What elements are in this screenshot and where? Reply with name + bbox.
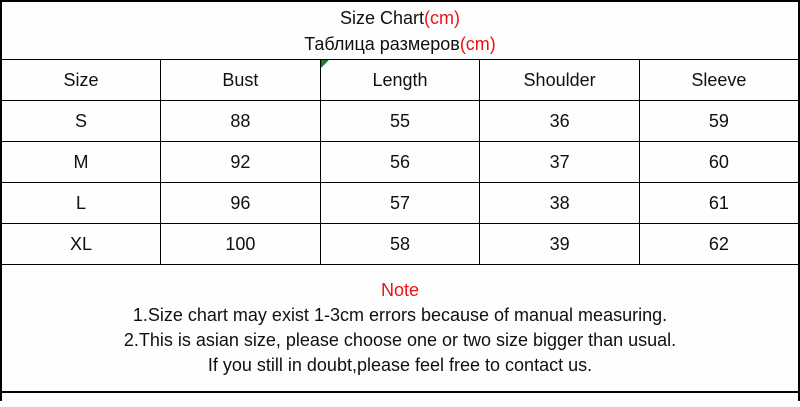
note-line-2: 2.This is asian size, please choose one … [123,330,677,350]
sleeve-cell: 61 [638,182,800,224]
bust-cell: 100 [160,223,321,265]
cell-corner-marker-icon [321,60,329,68]
chart-subtitle-text: Таблица размеров [304,33,460,54]
length-cell: 57 [319,182,481,224]
note-heading: Note [380,280,420,300]
note-row: Note 1.Size chart may exist 1-3cm errors… [0,264,800,393]
header-cell-length-label: Length [372,69,428,90]
chart-title-unit: (cm) [424,7,461,28]
sleeve-cell: 59 [638,100,800,142]
shoulder-cell: 36 [479,100,640,142]
shoulder-cell: 37 [479,141,640,183]
bust-cell: 92 [160,141,321,183]
note-line-1: 1.Size chart may exist 1-3cm errors beca… [132,305,668,325]
size-chart-table: Size Chart(cm) Таблица размеров(cm) Size… [0,0,800,393]
header-cell-length: Length [319,59,481,101]
length-cell: 56 [319,141,481,183]
table-row-s: S 88 55 36 59 [0,100,800,142]
length-cell: 55 [319,100,481,142]
length-cell: 58 [319,223,481,265]
cropped-next-row-strip [0,393,800,401]
shoulder-cell: 39 [479,223,640,265]
table-row-l: L 96 57 38 61 [0,182,800,224]
size-cell: L [0,182,162,224]
bust-cell: 88 [160,100,321,142]
note-line-3: If you still in doubt,please feel free t… [207,355,593,375]
title-cell: Size Chart(cm) Таблица размеров(cm) [0,0,800,60]
chart-title: Size Chart(cm) [2,5,798,31]
header-cell-bust: Bust [160,59,321,101]
size-cell: XL [0,223,162,265]
chart-title-text: Size Chart [339,7,425,28]
size-cell: S [0,100,162,142]
chart-subtitle-unit: (cm) [459,33,496,54]
header-cell-sleeve: Sleeve [638,59,800,101]
chart-subtitle: Таблица размеров(cm) [2,31,798,57]
shoulder-cell: 38 [479,182,640,224]
table-row-xl: XL 100 58 39 62 [0,223,800,265]
sleeve-cell: 60 [638,141,800,183]
table-header-row: Size Bust Length Shoulder Sleeve [0,59,800,101]
sleeve-cell: 62 [638,223,800,265]
title-row: Size Chart(cm) Таблица размеров(cm) [0,0,800,60]
note-cell: Note 1.Size chart may exist 1-3cm errors… [0,264,800,393]
table-row-m: M 92 56 37 60 [0,141,800,183]
header-cell-size: Size [0,59,162,101]
header-cell-shoulder: Shoulder [479,59,640,101]
size-cell: M [0,141,162,183]
bust-cell: 96 [160,182,321,224]
